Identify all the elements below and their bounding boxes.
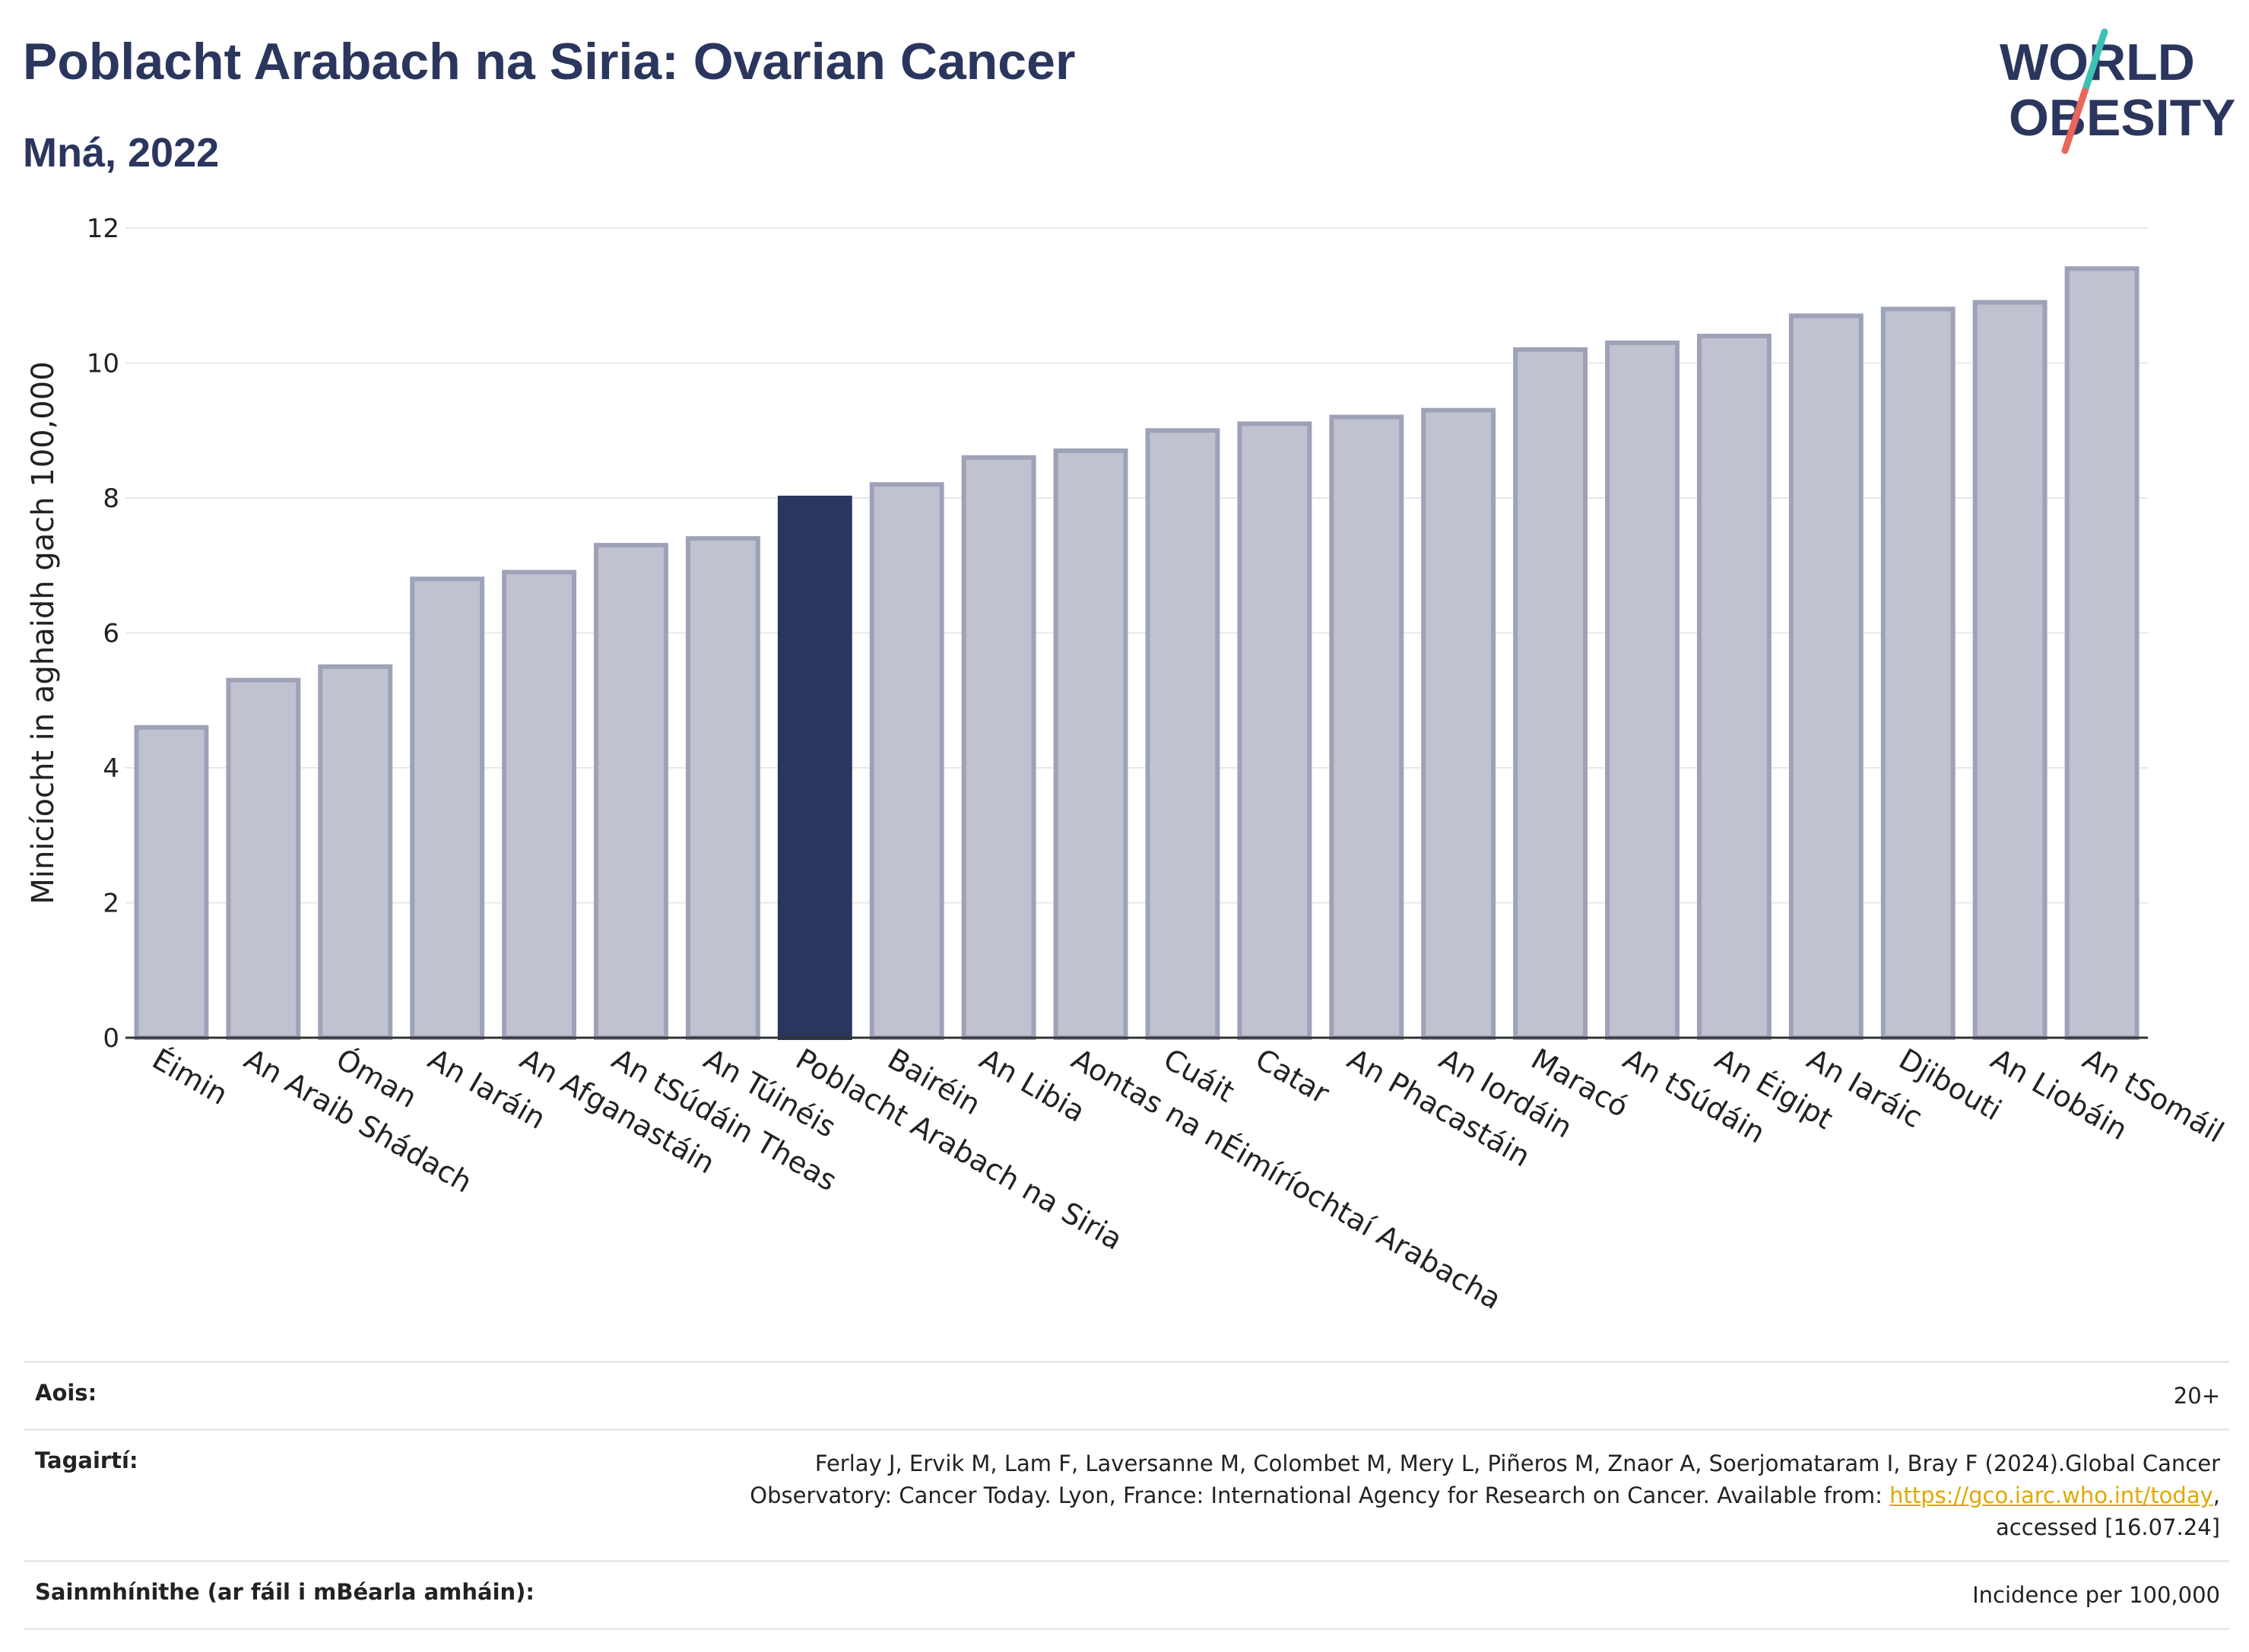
bar-highlight [777, 496, 852, 1040]
references-label: Tagairtí: [35, 1447, 138, 1473]
bar [502, 569, 577, 1040]
bar [1329, 414, 1404, 1040]
y-tick-label: 4 [103, 753, 119, 784]
y-tick-label: 10 [87, 349, 119, 379]
y-tick-label: 12 [87, 214, 119, 244]
y-axis-title: Minicíocht in aghaidh gach 100,000 [26, 361, 61, 904]
reference-link[interactable]: https://gco.iarc.who.int/today [1889, 1482, 2213, 1508]
bar [1880, 306, 1956, 1040]
reference-text-2: Observatory: Cancer Today. Lyon, France:… [750, 1482, 1890, 1508]
bar [1788, 313, 1864, 1040]
bar [134, 725, 209, 1040]
logo-slash-teal [2081, 28, 2108, 95]
y-tick-label: 0 [103, 1023, 119, 1054]
x-category-label: An Libia [974, 1042, 1091, 1129]
bar [1696, 334, 1772, 1040]
bar [410, 576, 485, 1040]
info-row-references: Tagairtí: Ferlay J, Ervik M, Lam F, Lave… [24, 1428, 2229, 1560]
logo-line2: OBESITY [2009, 89, 2235, 147]
bar [2064, 266, 2140, 1040]
logo-slash-coral [2061, 87, 2089, 154]
reference-text-4: accessed [16.07.24] [1996, 1514, 2220, 1540]
x-category-label: Catar [1250, 1042, 1335, 1111]
chart-title: Poblacht Arabach na Siria: Ovarian Cance… [23, 33, 1076, 90]
y-tick-labels: 0 2 4 6 8 10 12 [87, 214, 119, 1054]
bar [226, 677, 301, 1040]
bar [1145, 428, 1220, 1040]
bars [134, 266, 2140, 1040]
y-tick-label: 6 [103, 619, 119, 649]
bar [961, 455, 1036, 1040]
reference-text-1: Ferlay J, Ervik M, Lam F, Laversanne M, … [814, 1451, 2220, 1476]
bar [318, 664, 393, 1040]
age-label: Aois: [35, 1380, 97, 1406]
info-table: Aois: 20+ Tagairtí: Ferlay J, Ervik M, L… [24, 1361, 2229, 1630]
chart-subtitle: Mná, 2022 [23, 130, 220, 176]
bar [869, 482, 944, 1040]
references-value: Ferlay J, Ervik M, Lam F, Laversanne M, … [750, 1447, 2220, 1543]
bar [1237, 421, 1312, 1040]
bar [685, 536, 760, 1040]
y-tick-label: 8 [103, 484, 119, 514]
x-category-label: Éimin [147, 1042, 233, 1111]
bar [1421, 407, 1496, 1040]
age-value: 20+ [2173, 1383, 2220, 1409]
reference-text-3: , [2213, 1482, 2220, 1508]
world-obesity-logo: WORLD OBESITY [2000, 28, 2235, 154]
bar [1053, 448, 1128, 1040]
bar [1605, 340, 1680, 1040]
definitions-value: Incidence per 100,000 [1972, 1582, 2220, 1608]
definitions-label: Sainmhínithe (ar fáil i mBéarla amháin): [35, 1579, 535, 1605]
bar [1513, 347, 1588, 1040]
bar [594, 543, 668, 1040]
bar [1972, 300, 2048, 1040]
info-row-definitions: Sainmhínithe (ar fáil i mBéarla amháin):… [24, 1560, 2229, 1630]
y-tick-label: 2 [103, 889, 119, 919]
info-row-age: Aois: 20+ [24, 1361, 2229, 1428]
